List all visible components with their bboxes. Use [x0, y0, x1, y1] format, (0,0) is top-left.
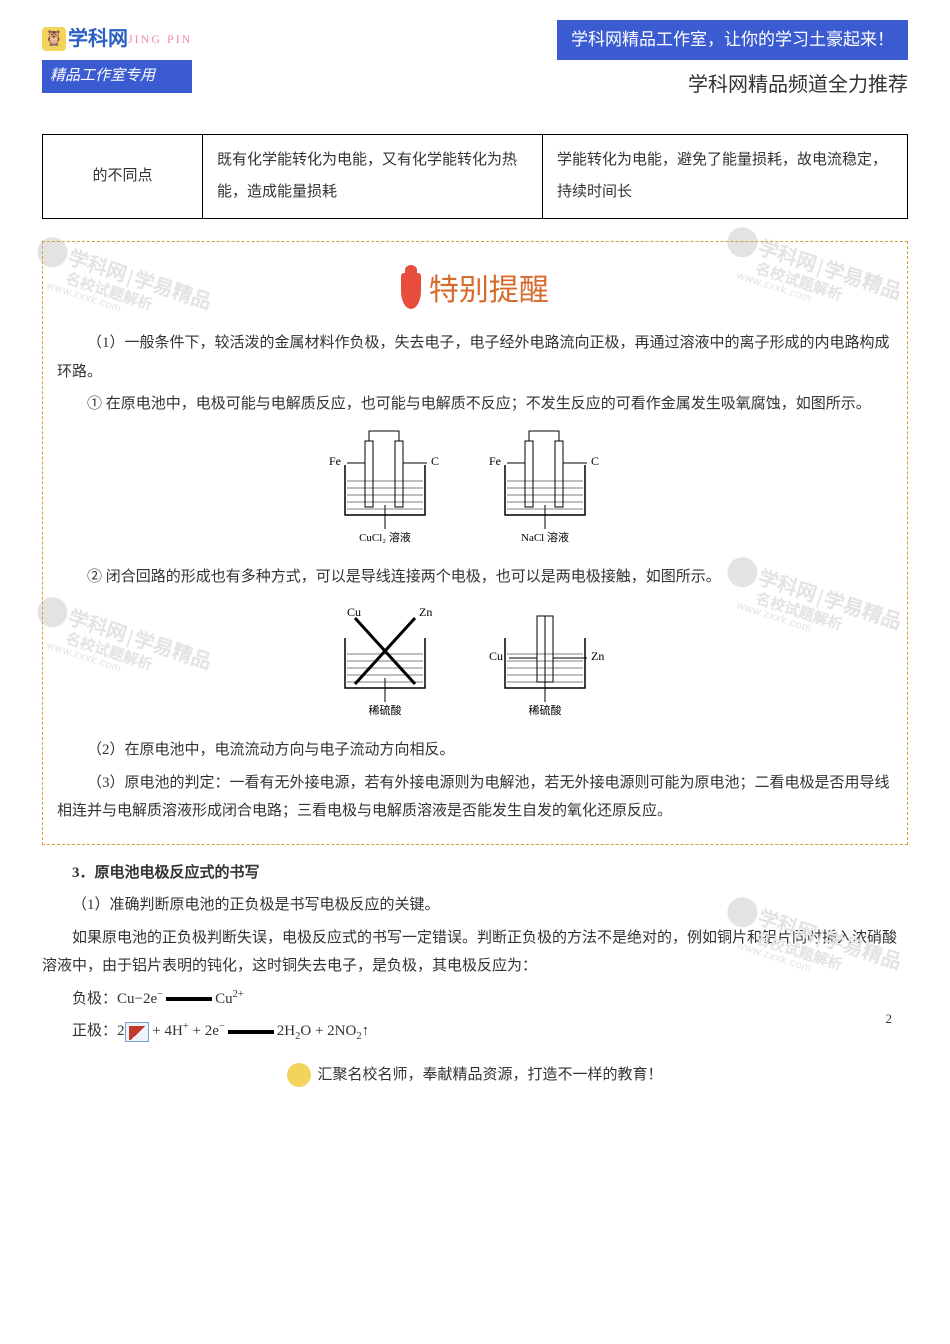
table-cell: 学能转化为电能，避免了能量损耗，故电流稳定，持续时间长: [543, 135, 908, 219]
banner-right: 学科网精品工作室，让你的学习土豪起来！ 学科网精品频道全力推荐: [557, 20, 908, 104]
pencil-icon: [401, 273, 421, 309]
banner-subtitle: 学科网精品频道全力推荐: [557, 66, 908, 104]
callout-heading: 特别提醒: [429, 274, 549, 307]
svg-text:Fe: Fe: [329, 454, 341, 468]
diagram-row-2: Cu Zn 稀硫酸 Cu Zn 稀硫酸: [57, 600, 893, 731]
equation-negative: 负极：Cu−2e−Cu2+: [42, 985, 908, 1014]
svg-text:稀硫酸: 稀硫酸: [529, 703, 562, 717]
badge-strip: 精品工作室专用: [42, 60, 192, 93]
broken-image-icon: [125, 1022, 149, 1042]
callout-paragraph: （1）一般条件下，较活泼的金属材料作负极，失去电子，电子经外电路流向正极，再通过…: [57, 329, 893, 386]
equals-icon: [166, 997, 212, 1001]
eq-label: 正极：: [72, 1023, 117, 1039]
svg-text:CuCl₂ 溶液: CuCl₂ 溶液: [359, 530, 411, 544]
owl-logo-icon: 🦉: [42, 27, 66, 51]
section-paragraph: （1）准确判断原电池的正负极是书写电极反应的关键。: [42, 891, 908, 920]
equation-positive: 正极：2 + 4H+ + 2e−2H2O + 2NO2↑: [42, 1017, 908, 1047]
callout-title: 特别提醒: [57, 262, 893, 319]
diagram-row-1: Fe C CuCl₂ 溶液 Fe C NaCl 溶液: [57, 427, 893, 558]
table-cell: 的不同点: [43, 135, 203, 219]
logo-text: 学科网: [68, 20, 128, 58]
svg-text:Cu: Cu: [489, 649, 503, 663]
header: 🦉 学科网 JING PIN 精品工作室专用 学科网精品工作室，让你的学习土豪起…: [42, 20, 908, 104]
svg-text:稀硫酸: 稀硫酸: [369, 703, 402, 717]
logo-block: 🦉 学科网 JING PIN 精品工作室专用: [42, 20, 192, 93]
electrochemical-diagram-2: Cu Zn 稀硫酸 Cu Zn 稀硫酸: [305, 600, 645, 720]
eq-prefix: 2: [117, 1023, 125, 1039]
table-row: 的不同点 既有化学能转化为电能，又有化学能转化为热能，造成能量损耗 学能转化为电…: [43, 135, 908, 219]
page: 🦉 学科网 JING PIN 精品工作室专用 学科网精品工作室，让你的学习土豪起…: [0, 0, 950, 1111]
svg-text:C: C: [591, 454, 599, 468]
logo-subtext: JING PIN: [128, 28, 192, 51]
footer-text: 汇聚名校名师，奉献精品资源，打造不一样的教育！: [317, 1067, 662, 1083]
equals-icon: [228, 1030, 274, 1034]
callout-box: 特别提醒 （1）一般条件下，较活泼的金属材料作负极，失去电子，电子经外电路流向正…: [42, 241, 908, 845]
callout-paragraph: （3）原电池的判定：一看有无外接电源，若有外接电源则为电解池，若无外接电源则可能…: [57, 769, 893, 826]
svg-text:Zn: Zn: [591, 649, 604, 663]
footer: 汇聚名校名师，奉献精品资源，打造不一样的教育！: [0, 1061, 950, 1090]
electrochemical-diagram-1: Fe C CuCl₂ 溶液 Fe C NaCl 溶液: [305, 427, 645, 547]
logo-row: 🦉 学科网 JING PIN: [42, 20, 192, 58]
banner-bar: 学科网精品工作室，让你的学习土豪起来！: [557, 20, 908, 60]
page-number: 2: [886, 1007, 893, 1032]
callout-paragraph: （2）在原电池中，电流流动方向与电子流动方向相反。: [57, 736, 893, 765]
svg-text:Fe: Fe: [489, 454, 501, 468]
svg-text:Cu: Cu: [347, 605, 361, 619]
owl-icon: [287, 1063, 311, 1087]
section-paragraph: 如果原电池的正负极判断失误，电极反应式的书写一定错误。判断正负极的方法不是绝对的…: [42, 924, 908, 981]
section-title: 3．原电池电极反应式的书写: [42, 859, 908, 888]
svg-text:C: C: [431, 454, 439, 468]
svg-text:NaCl 溶液: NaCl 溶液: [521, 530, 569, 544]
callout-paragraph: ② 闭合回路的形成也有多种方式，可以是导线连接两个电极，也可以是两电极接触，如图…: [57, 563, 893, 592]
table-cell: 既有化学能转化为电能，又有化学能转化为热能，造成能量损耗: [203, 135, 543, 219]
eq-label: 负极：: [72, 991, 117, 1007]
svg-text:Zn: Zn: [419, 605, 432, 619]
comparison-table: 的不同点 既有化学能转化为电能，又有化学能转化为热能，造成能量损耗 学能转化为电…: [42, 134, 908, 219]
section-3: 3．原电池电极反应式的书写 （1）准确判断原电池的正负极是书写电极反应的关键。 …: [42, 859, 908, 1047]
eq-suffix: + 4H+ + 2e−2H2O + 2NO2↑: [149, 1023, 370, 1039]
eq-body: Cu−2e−Cu2+: [117, 991, 244, 1007]
callout-paragraph: ① 在原电池中，电极可能与电解质反应，也可能与电解质不反应；不发生反应的可看作金…: [57, 390, 893, 419]
